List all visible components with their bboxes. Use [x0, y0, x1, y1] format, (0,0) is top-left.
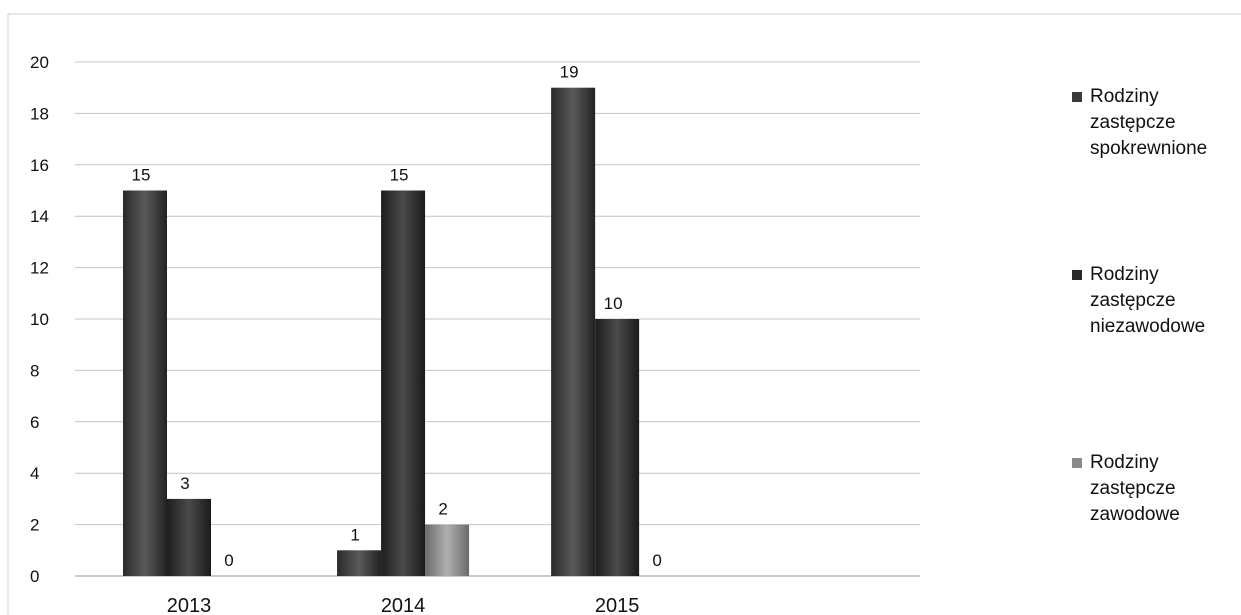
- data-label: 15: [132, 166, 151, 185]
- y-tick-label: 6: [30, 413, 39, 432]
- bar: [551, 87, 596, 576]
- legend-label: spokrewnione: [1090, 138, 1207, 159]
- bar: [425, 524, 470, 576]
- data-label: 0: [652, 551, 661, 570]
- bar: [381, 190, 426, 576]
- x-tick-label: 2015: [595, 595, 640, 615]
- x-axis-ticks: 2013 2014 2015: [167, 595, 640, 615]
- x-tick-label: 2014: [381, 595, 426, 615]
- y-tick-label: 16: [30, 156, 49, 175]
- y-tick-label: 18: [30, 104, 49, 123]
- legend-label: Rodziny: [1090, 264, 1159, 285]
- data-label: 15: [390, 166, 409, 185]
- y-tick-label: 2: [30, 516, 39, 535]
- bar: [123, 190, 167, 576]
- y-tick-label: 14: [30, 207, 49, 226]
- y-axis-ticks: 0 2 4 6 8 10 12 14 16 18 20: [30, 53, 49, 586]
- y-tick-label: 4: [30, 464, 39, 483]
- legend-label: zawodowe: [1090, 504, 1180, 525]
- legend-label: zastępcze: [1090, 290, 1176, 311]
- data-label: 0: [224, 551, 233, 570]
- gridlines: [75, 61, 920, 577]
- y-tick-label: 0: [30, 567, 39, 586]
- data-label: 2: [438, 500, 447, 519]
- data-label: 10: [604, 294, 623, 313]
- legend-label: zastępcze: [1090, 478, 1176, 499]
- legend-marker: [1072, 458, 1082, 468]
- legend-label: Rodziny: [1090, 452, 1159, 473]
- data-label: 19: [560, 63, 579, 82]
- data-label: 3: [180, 474, 189, 493]
- data-labels: 15 3 0 1 15 2 19 10 0: [132, 63, 662, 570]
- legend: Rodziny zastępcze spokrewnione Rodziny zastę…: [1072, 86, 1207, 525]
- x-tick-label: 2013: [167, 595, 212, 615]
- bar: [595, 319, 640, 576]
- bars: [123, 87, 640, 576]
- legend-label: Rodziny: [1090, 86, 1159, 107]
- y-tick-label: 20: [30, 53, 49, 72]
- legend-marker: [1072, 270, 1082, 280]
- data-label: 1: [350, 525, 359, 544]
- y-tick-label: 10: [30, 310, 49, 329]
- legend-marker: [1072, 92, 1082, 102]
- legend-label: zastępcze: [1090, 112, 1176, 133]
- y-tick-label: 8: [30, 361, 39, 380]
- y-tick-label: 12: [30, 259, 49, 278]
- bar: [167, 498, 211, 576]
- bar: [337, 550, 382, 576]
- legend-label: niezawodowe: [1090, 316, 1205, 337]
